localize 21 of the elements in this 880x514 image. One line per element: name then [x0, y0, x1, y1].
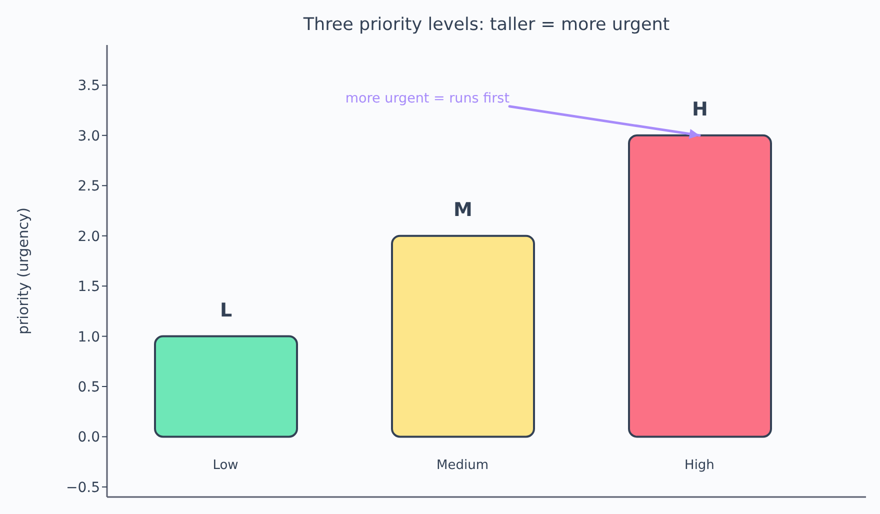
- x-tick-label: High: [684, 458, 714, 472]
- y-tick-label: 0.0: [78, 430, 100, 446]
- y-tick-label: 2.5: [78, 178, 100, 195]
- y-tick-label: 3.0: [78, 128, 100, 144]
- data-label: H: [692, 98, 708, 120]
- chart-title: Three priority levels: taller = more urgent: [302, 14, 671, 37]
- y-tick-label: 1.5: [78, 279, 100, 296]
- y-tick-label: 3.5: [78, 78, 100, 94]
- data-label: L: [220, 299, 232, 322]
- annotation: more urgent = runs first: [345, 90, 510, 106]
- bar: [391, 234, 535, 438]
- y-tick-label: 0.5: [78, 379, 100, 396]
- bar: [628, 134, 772, 438]
- y-tick-label: 1.0: [78, 329, 100, 346]
- y-tick-label: −0.5: [66, 480, 100, 496]
- x-tick-label: Medium: [436, 458, 488, 472]
- y-tick-label: 2.0: [78, 228, 100, 245]
- y-axis-title: priority (urgency): [16, 207, 32, 335]
- data-label: M: [454, 198, 472, 221]
- bar: [154, 335, 298, 438]
- x-tick-label: Low: [212, 458, 239, 472]
